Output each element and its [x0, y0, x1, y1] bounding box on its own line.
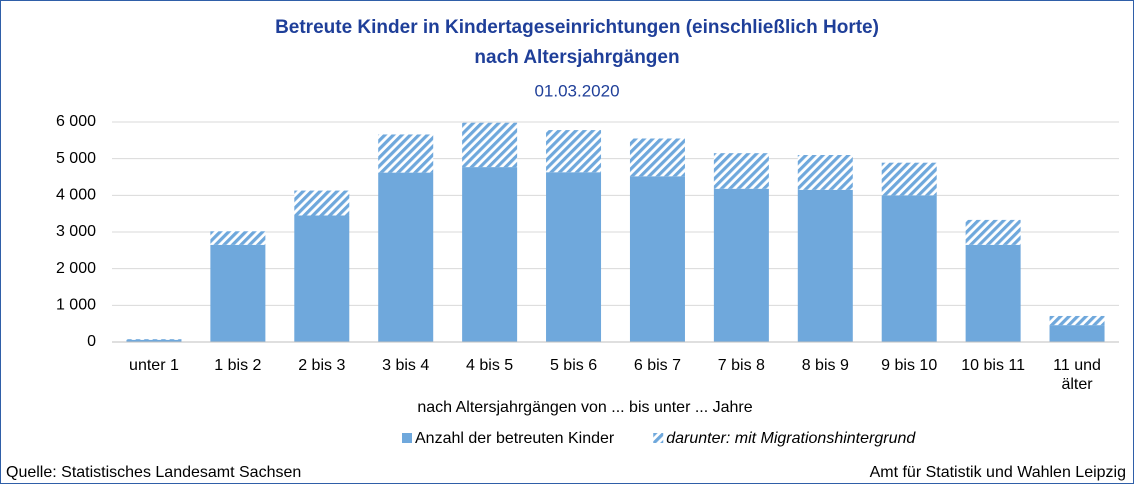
chart-subtitle: 01.03.2020 — [534, 81, 619, 100]
x-tick-label: 10 bis 11 — [961, 357, 1025, 374]
x-tick-label: 4 bis 5 — [466, 357, 514, 374]
legend-label: Anzahl der betreuten Kinder — [415, 430, 615, 447]
bar-segment — [881, 162, 937, 196]
bar-segment — [462, 167, 518, 342]
y-tick-label: 3 000 — [56, 223, 96, 240]
x-tick-label: unter 1 — [129, 357, 179, 374]
x-tick-label: 9 bis 10 — [881, 357, 938, 374]
bar-segment — [546, 130, 602, 173]
bar-segment — [713, 188, 769, 342]
x-tick-label: 8 bis 9 — [801, 357, 849, 374]
bar-segment — [965, 219, 1021, 245]
x-tick-label: 6 bis 7 — [633, 357, 682, 374]
source: Amt für Statistik und Wahlen Leipzig — [870, 464, 1126, 481]
x-tick-label: 1 bis 2 — [214, 357, 262, 374]
bar-segment — [378, 134, 434, 173]
x-tick-label: 11 und älter — [1053, 357, 1101, 393]
x-tick-label: 5 bis 6 — [549, 357, 598, 374]
chart-title: nach Altersjahrgängen — [474, 47, 679, 68]
x-tick-label: 2 bis 3 — [298, 357, 346, 374]
y-tick-label: 5 000 — [56, 150, 96, 167]
legend-swatch — [402, 433, 412, 443]
source: Quelle: Statistisches Landesamt Sachsen — [6, 464, 301, 481]
y-tick-label: 1 000 — [56, 297, 96, 314]
x-tick-label: 7 bis 8 — [717, 357, 765, 374]
bar-segment — [1049, 315, 1105, 326]
bar-segment — [1049, 325, 1105, 342]
bar-segment — [294, 190, 350, 216]
bar-segment — [210, 244, 266, 342]
x-axis-title: nach Altersjahrgängen von ... bis unter … — [417, 399, 752, 416]
bar-segment — [797, 155, 853, 190]
y-tick-label: 4 000 — [56, 187, 96, 204]
bar-segment — [629, 176, 685, 342]
bar-segment — [126, 339, 182, 340]
y-tick-label: 6 000 — [56, 113, 96, 130]
bar-segment — [965, 244, 1021, 342]
bar-segment — [462, 122, 518, 168]
bar-segment — [881, 195, 937, 342]
bar-segment — [797, 189, 853, 342]
y-tick-label: 2 000 — [56, 260, 96, 277]
x-tick-label: 3 bis 4 — [382, 357, 430, 374]
chart-title: Betreute Kinder in Kindertageseinrichtun… — [275, 17, 879, 38]
legend-label: darunter: mit Migrationshintergrund — [666, 430, 916, 447]
bar-segment — [629, 138, 685, 177]
bar-segment — [546, 172, 602, 342]
y-tick-label: 0 — [87, 333, 96, 350]
bar-segment — [378, 172, 434, 342]
bar-segment — [294, 215, 350, 342]
legend-swatch — [653, 433, 664, 443]
bar-segment — [210, 231, 266, 245]
bar-segment — [713, 153, 769, 189]
bar-segment — [126, 339, 182, 342]
